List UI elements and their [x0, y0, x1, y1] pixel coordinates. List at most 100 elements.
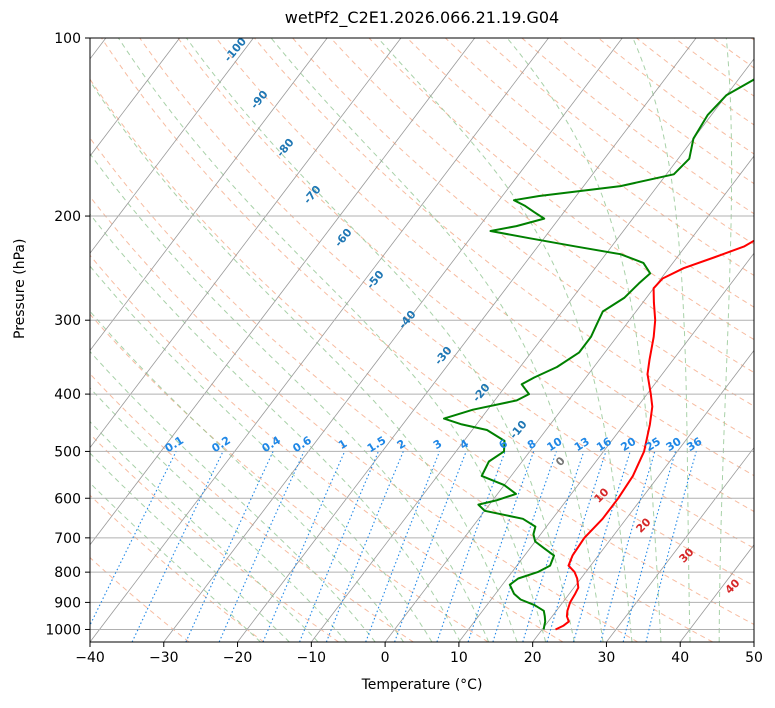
x-tick-label: −10 — [297, 650, 327, 666]
isotherm-line — [90, 38, 180, 157]
moist-adiabat-line — [270, 38, 604, 642]
isoline-label: 20 — [634, 515, 654, 535]
mixing-ratio-line — [394, 451, 467, 642]
mixing-ratio-label: 0.2 — [209, 434, 232, 455]
y-tick-label: 800 — [54, 565, 81, 581]
wet-bulb-label: -70 — [301, 183, 324, 207]
y-tick-label: 1000 — [45, 622, 81, 638]
moist-adiabat-line — [90, 387, 348, 642]
y-tick-label: 500 — [54, 444, 81, 460]
dry-adiabat-line — [177, 38, 754, 513]
y-tick-label: 600 — [54, 491, 81, 507]
isotherm-line — [163, 38, 623, 642]
y-tick-label: 200 — [54, 209, 81, 225]
isoline-label: 10 — [592, 485, 612, 505]
y-axis-label: Pressure (hPa) — [12, 238, 28, 339]
plot-frame — [89, 37, 755, 643]
isotherm-line — [0, 38, 32, 642]
mixing-ratio-line — [546, 451, 607, 642]
isotherm-line — [90, 38, 328, 352]
chart-title: wetPf2_C2E1.2026.066.21.19.G04 — [284, 8, 560, 27]
dry-adiabat-line — [559, 38, 754, 185]
isotherm-line — [753, 641, 754, 642]
isotherm-line — [532, 349, 754, 642]
isoline-label: 40 — [723, 576, 743, 596]
mixing-ratio-line — [467, 451, 535, 642]
dry-adiabat-line — [90, 373, 414, 642]
x-tick-label: −40 — [75, 650, 105, 666]
dry-adiabat-line — [406, 38, 754, 308]
temperature-profile-line — [555, 239, 754, 631]
mixing-ratio-line — [622, 451, 677, 642]
isotherm-line — [90, 38, 476, 546]
moist-adiabat-line — [90, 213, 461, 642]
dry-adiabat-line — [139, 38, 754, 549]
isotherm-line — [606, 446, 754, 642]
wet-bulb-label: -20 — [470, 381, 493, 405]
wet-bulb-label: -60 — [332, 226, 355, 250]
isotherm-line — [384, 155, 754, 642]
dry-adiabat-line — [712, 38, 754, 69]
dry-adiabat-line — [90, 313, 489, 642]
dry-adiabat-line — [90, 433, 339, 642]
mixing-ratio-label: 2 — [395, 437, 408, 452]
wet-bulb-label: -90 — [248, 88, 271, 112]
y-tick-label: 300 — [54, 313, 81, 329]
dry-adiabat-line — [750, 38, 754, 41]
x-tick-label: −30 — [149, 650, 179, 666]
x-tick-label: 50 — [745, 650, 763, 666]
moist-adiabat-line — [90, 265, 433, 642]
y-tick-label: 900 — [54, 595, 81, 611]
mixing-ratio-label: 1.5 — [365, 434, 388, 455]
mixing-ratio-line — [218, 451, 305, 642]
dewpoint-profile-line — [443, 78, 754, 630]
y-tick-label: 100 — [54, 31, 81, 47]
isoline-label: 30 — [677, 545, 697, 565]
wet-bulb-label: -50 — [364, 268, 387, 292]
mixing-ratio-line — [492, 451, 557, 642]
x-tick-label: 20 — [524, 650, 542, 666]
x-tick-label: 0 — [381, 650, 390, 666]
wet-bulb-label: -30 — [432, 344, 455, 368]
mixing-ratio-label: 0.1 — [163, 434, 186, 455]
dry-adiabat-line — [330, 38, 754, 374]
mixing-ratio-label: 3 — [431, 437, 444, 452]
mixing-ratio-label: 4 — [458, 437, 472, 452]
mixing-ratio-line — [90, 451, 177, 627]
dry-adiabat-line — [101, 38, 754, 587]
mixing-ratio-line — [522, 451, 585, 642]
mixing-ratio-line — [131, 451, 224, 642]
dry-adiabat-line — [368, 38, 754, 341]
moist-adiabat-line — [90, 310, 405, 642]
x-axis-label: Temperature (°C) — [361, 677, 483, 693]
mixing-ratio-line — [645, 451, 697, 642]
isotherm-line — [90, 38, 254, 254]
mixing-ratio-line — [262, 451, 346, 642]
dry-adiabat-line — [254, 38, 754, 442]
moist-adiabat-line — [90, 482, 261, 642]
y-tick-label: 700 — [54, 531, 81, 547]
mixing-ratio-line — [365, 451, 441, 642]
isotherm-line — [237, 38, 697, 642]
dry-adiabat-line — [90, 195, 639, 642]
dry-adiabat-line — [445, 38, 754, 277]
x-tick-label: −20 — [223, 650, 253, 666]
dry-adiabat-line — [292, 38, 754, 407]
x-tick-label: 40 — [671, 650, 689, 666]
mixing-ratio-line — [325, 451, 404, 642]
mixing-ratio-label: 6 — [497, 437, 511, 452]
moist-adiabat-line — [90, 152, 490, 642]
dry-adiabat-line — [90, 556, 190, 642]
mixing-ratio-label: 1 — [336, 437, 349, 452]
x-tick-label: 10 — [450, 650, 468, 666]
isotherm-line — [679, 544, 754, 642]
dry-adiabat-line — [90, 254, 564, 642]
moist-adiabat-line — [377, 38, 633, 642]
x-tick-label: 30 — [598, 650, 616, 666]
dry-adiabat-line — [90, 78, 754, 625]
isotherm-line — [90, 38, 402, 449]
moist-adiabat-line — [90, 80, 518, 642]
mixing-ratio-line — [436, 451, 506, 642]
mixing-ratio-line — [185, 451, 274, 642]
